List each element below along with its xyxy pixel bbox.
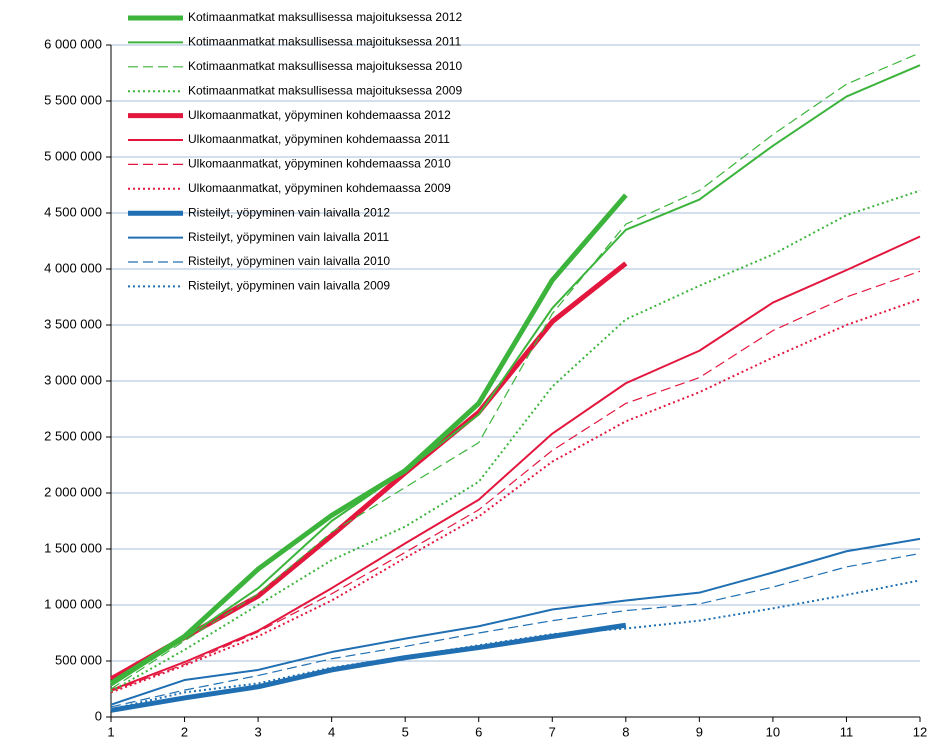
series-line: [110, 235, 921, 692]
series-line: [110, 537, 921, 706]
series-line: [110, 552, 921, 708]
legend-label: Kotimaanmatkat maksullisessa majoitukses…: [188, 59, 462, 73]
legend-label: Risteilyt, yöpyminen vain laivalla 2009: [188, 279, 390, 293]
y-tick-label: 2 500 000: [44, 428, 102, 443]
series-line: [110, 64, 921, 687]
y-tick-label: 2 000 000: [44, 484, 102, 499]
y-tick-label: 5 000 000: [44, 148, 102, 163]
y-tick-label: 1 000 000: [44, 596, 102, 611]
legend-label: Kotimaanmatkat maksullisessa majoitukses…: [188, 35, 462, 49]
y-tick-label: 3 000 000: [44, 372, 102, 387]
x-tick-label: 6: [475, 724, 482, 739]
legend-label: Ulkomaanmatkat, yöpyminen kohdemaassa 20…: [188, 181, 451, 195]
x-tick-label: 11: [840, 724, 854, 739]
x-tick-label: 5: [402, 724, 409, 739]
series-line: [110, 298, 921, 694]
y-tick-label: 4 500 000: [44, 204, 102, 219]
x-tick-label: 2: [181, 724, 188, 739]
legend-label: Risteilyt, yöpyminen vain laivalla 2011: [188, 230, 390, 244]
legend-label: Risteilyt, yöpyminen vain laivalla 2012: [188, 205, 390, 219]
y-tick-label: 0: [95, 708, 102, 723]
series-line: [110, 270, 921, 692]
legend-label: Kotimaanmatkat maksullisessa majoitukses…: [188, 10, 462, 24]
x-tick-label: 3: [254, 724, 261, 739]
series-line: [109, 193, 628, 686]
x-tick-label: 7: [549, 724, 556, 739]
legend-label: Kotimaanmatkat maksullisessa majoitukses…: [188, 83, 462, 97]
legend-label: Ulkomaanmatkat, yöpyminen kohdemaassa 20…: [188, 132, 450, 146]
legend-label: Ulkomaanmatkat, yöpyminen kohdemaassa 20…: [188, 108, 451, 122]
x-tick-label: 8: [622, 724, 629, 739]
x-tick-label: 1: [107, 724, 114, 739]
legend-label: Ulkomaanmatkat, yöpyminen kohdemaassa 20…: [188, 157, 451, 171]
series-line: [110, 622, 627, 713]
y-tick-label: 4 000 000: [44, 260, 102, 275]
series-line: [110, 189, 921, 693]
y-tick-label: 500 000: [55, 652, 102, 667]
x-tick-label: 9: [696, 724, 703, 739]
x-tick-label: 12: [913, 724, 927, 739]
legend-label: Risteilyt, yöpyminen vain laivalla 2010: [188, 254, 390, 268]
series-line: [109, 261, 628, 682]
y-tick-label: 5 500 000: [44, 92, 102, 107]
x-tick-label: 4: [328, 724, 335, 739]
y-tick-label: 1 500 000: [44, 540, 102, 555]
x-tick-label: 10: [766, 724, 780, 739]
y-tick-label: 3 500 000: [44, 316, 102, 331]
series-line: [110, 52, 921, 690]
y-tick-label: 6 000 000: [44, 36, 102, 51]
